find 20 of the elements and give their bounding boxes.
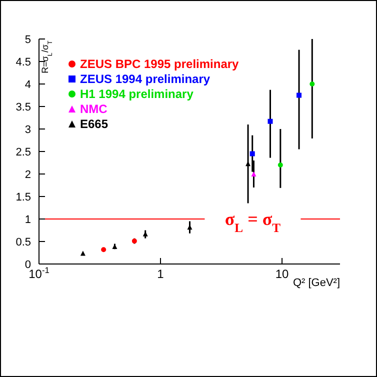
ref-line-label: σ$_{L}$ = σ$_{T}$ (224, 209, 282, 235)
y-tick-label: 4 (24, 79, 31, 91)
x-axis-title: Q² [GeV²] (292, 277, 340, 289)
y-tick-label: 5 (24, 34, 31, 46)
y-tick-label: 2 (24, 169, 31, 181)
legend-label: E665 (80, 116, 108, 130)
y-tick-label: 0.5 (16, 236, 31, 248)
x-tick-label: 10 (275, 267, 290, 281)
legend-label: ZEUS 1994 preliminary (80, 72, 210, 86)
y-tick-label: 2.5 (16, 146, 31, 158)
y-tick-label: 1 (24, 214, 31, 226)
x-tick-label: 1 (157, 267, 164, 281)
y-tick-label: 0 (24, 259, 31, 271)
y-tick-label: 4.5 (16, 56, 31, 68)
legend-label: NMC (80, 102, 108, 116)
y-tick-label: 3 (24, 124, 31, 136)
legend-label: H1 1994 preliminary (80, 86, 194, 100)
y-tick-label: 3.5 (16, 102, 31, 114)
y-tick-label: 1.5 (16, 192, 31, 204)
legend-label: ZEUS BPC 1995 preliminary (80, 56, 239, 70)
